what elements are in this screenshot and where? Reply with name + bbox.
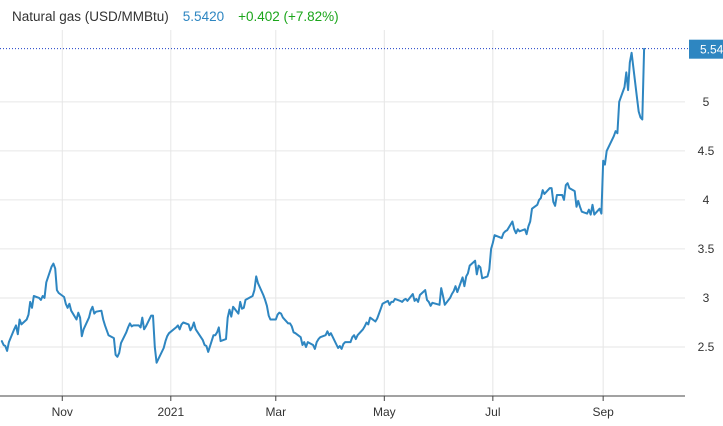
y-tick-label: 4	[703, 193, 710, 207]
x-tick-label: Nov	[52, 405, 73, 419]
price-change: +0.402 (+7.82%)	[238, 9, 339, 24]
x-tick-label: 2021	[157, 405, 184, 419]
current-price: 5.5420	[182, 9, 225, 24]
x-tick-label: Sep	[592, 405, 614, 419]
y-tick-label: 4.5	[698, 144, 715, 158]
y-tick-label: 2.5	[698, 340, 715, 354]
y-tick-label: 3	[703, 291, 710, 305]
price-series-line	[0, 47, 646, 364]
x-tick-label: Mar	[265, 405, 286, 419]
chart-title: Natural gas (USD/MMBtu)	[12, 9, 169, 24]
y-tick-label: 5	[703, 95, 710, 109]
last-value-tag	[689, 39, 723, 59]
x-tick-label: Jul	[485, 405, 500, 419]
chart-header: Natural gas (USD/MMBtu) 5.5420 +0.402 (+…	[12, 9, 339, 24]
y-tick-label: 3.5	[698, 242, 715, 256]
last-value-label: 5.54	[700, 43, 723, 57]
x-tick-label: May	[373, 405, 396, 419]
